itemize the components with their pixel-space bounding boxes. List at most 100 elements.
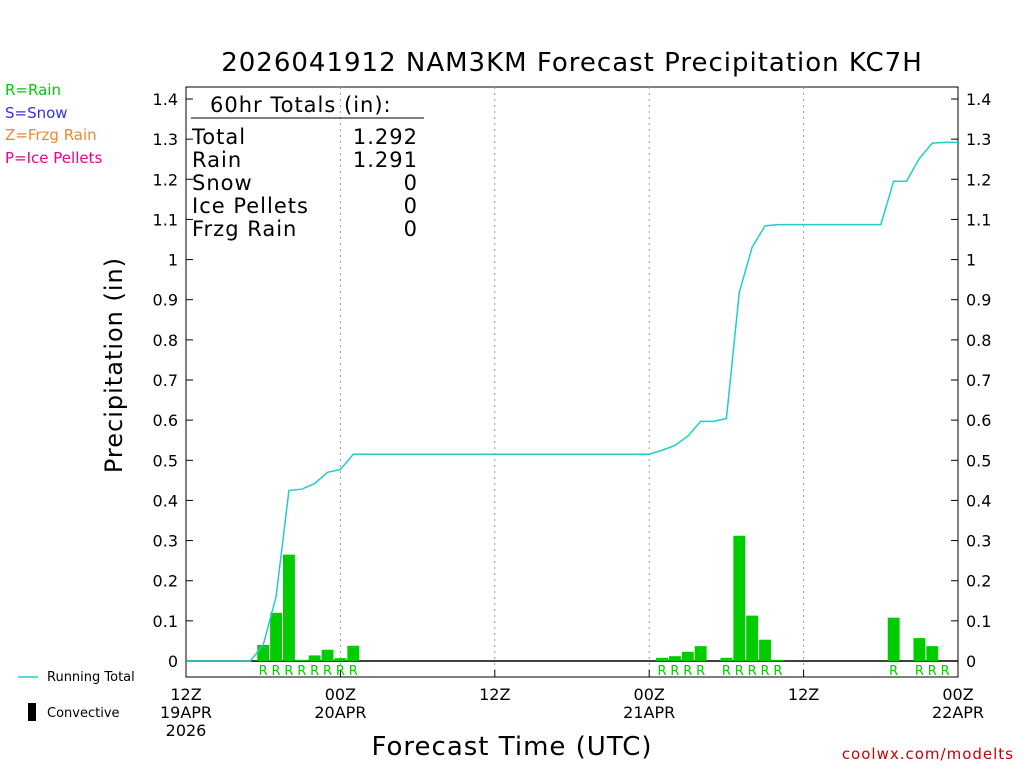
y-tick-label-left-10: 1 bbox=[168, 251, 178, 270]
totals-value-frzg-rain: 0 bbox=[403, 217, 418, 241]
y-tick-label-left-4: 0.4 bbox=[153, 491, 178, 510]
precip-bar-5 bbox=[321, 649, 334, 661]
y-tick-label-right-6: 0.6 bbox=[966, 411, 991, 430]
y-tick-label-right-0: 0 bbox=[966, 652, 976, 671]
y-tick-label-right-9: 0.9 bbox=[966, 291, 991, 310]
y-tick-label-left-1: 0.1 bbox=[153, 612, 178, 631]
y-tick-label-right-7: 0.7 bbox=[966, 371, 991, 390]
x-tick-label-3-0: 00Z bbox=[634, 685, 665, 704]
legend-snow: S=Snow bbox=[5, 104, 68, 122]
y-tick-label-right-10: 1 bbox=[966, 251, 976, 270]
legend-convective-swatch bbox=[28, 703, 36, 721]
type-label-2: R bbox=[284, 664, 293, 679]
type-label-12: R bbox=[696, 664, 705, 679]
type-label-17: R bbox=[760, 664, 769, 679]
precip-bar-11 bbox=[681, 651, 694, 661]
precip-bar-1 bbox=[270, 612, 282, 661]
type-label-14: R bbox=[722, 664, 731, 679]
x-tick-label-2-0: 12Z bbox=[479, 685, 510, 704]
precip-bar-22 bbox=[926, 646, 939, 661]
chart-title: 2026041912 NAM3KM Forecast Precipitation… bbox=[221, 48, 923, 78]
type-label-19: R bbox=[889, 664, 898, 679]
totals-value-total: 1.292 bbox=[352, 125, 418, 149]
x-tick-label-4-0: 12Z bbox=[788, 685, 819, 704]
precip-bar-14 bbox=[720, 657, 733, 661]
legend-frzg-rain: Z=Frzg Rain bbox=[5, 126, 97, 144]
precip-bar-6 bbox=[334, 658, 347, 661]
x-tick-label-5-1: 22APR bbox=[932, 703, 984, 722]
y-tick-label-left-2: 0.2 bbox=[153, 572, 178, 591]
type-label-16: R bbox=[748, 664, 757, 679]
type-label-10: R bbox=[670, 664, 679, 679]
y-tick-label-left-7: 0.7 bbox=[153, 371, 178, 390]
plot-frame bbox=[185, 86, 959, 678]
type-label-7: R bbox=[349, 664, 358, 679]
precip-bar-12 bbox=[694, 646, 707, 661]
totals-value-ice-pellets: 0 bbox=[403, 194, 418, 218]
y-tick-label-left-12: 1.2 bbox=[153, 170, 178, 189]
y-tick-label-left-11: 1.1 bbox=[153, 210, 178, 229]
legend-convective: Convective bbox=[47, 706, 120, 721]
type-label-9: R bbox=[658, 664, 667, 679]
x-tick-label-0-2: 2026 bbox=[166, 721, 207, 740]
y-tick-label-left-5: 0.5 bbox=[153, 451, 178, 470]
y-tick-label-left-0: 0 bbox=[168, 652, 178, 671]
precip-bar-15 bbox=[733, 535, 746, 661]
type-label-11: R bbox=[683, 664, 692, 679]
y-tick-label-left-13: 1.3 bbox=[153, 130, 178, 149]
totals-header: 60hr Totals (in): bbox=[210, 93, 392, 117]
precip-bar-10 bbox=[669, 656, 681, 661]
y-axis-label: Precipitation (in) bbox=[100, 256, 128, 474]
totals-value-snow: 0 bbox=[403, 171, 418, 195]
y-tick-label-right-5: 0.5 bbox=[966, 451, 991, 470]
type-label-6: R bbox=[336, 664, 345, 679]
x-tick-label-1-0: 00Z bbox=[325, 685, 356, 704]
totals-label-ice-pellets: Ice Pellets bbox=[192, 194, 309, 218]
totals-label-snow: Snow bbox=[192, 171, 253, 195]
y-tick-label-right-4: 0.4 bbox=[966, 491, 991, 510]
y-tick-label-left-9: 0.9 bbox=[153, 291, 178, 310]
totals-label-frzg-rain: Frzg Rain bbox=[192, 217, 298, 241]
precip-bar-3 bbox=[295, 659, 308, 661]
x-tick-label-5-0: 00Z bbox=[942, 685, 973, 704]
running-total-line bbox=[186, 141, 958, 662]
type-label-0: R bbox=[259, 664, 268, 679]
y-tick-label-right-13: 1.3 bbox=[966, 130, 991, 149]
totals-label-rain: Rain bbox=[192, 148, 243, 172]
precip-bar-9 bbox=[656, 657, 668, 661]
y-tick-label-left-3: 0.3 bbox=[153, 532, 178, 551]
y-tick-label-right-1: 0.1 bbox=[966, 612, 991, 631]
precip-bar-4 bbox=[308, 655, 321, 661]
precip-bar-16 bbox=[746, 615, 759, 661]
type-label-15: R bbox=[735, 664, 744, 679]
y-tick-label-right-14: 1.4 bbox=[966, 90, 991, 109]
y-tick-label-right-12: 1.2 bbox=[966, 170, 991, 189]
type-label-3: R bbox=[297, 664, 306, 679]
y-tick-label-left-8: 0.8 bbox=[153, 331, 178, 350]
credit-text: coolwx.com/modelts bbox=[841, 745, 1014, 763]
precip-bar-18 bbox=[771, 659, 784, 661]
y-tick-label-right-11: 1.1 bbox=[966, 210, 991, 229]
x-axis-label: Forecast Time (UTC) bbox=[371, 732, 653, 762]
y-tick-label-right-2: 0.2 bbox=[966, 572, 991, 591]
x-tick-label-3-1: 21APR bbox=[623, 703, 675, 722]
type-label-5: R bbox=[323, 664, 332, 679]
y-tick-label-right-8: 0.8 bbox=[966, 331, 991, 350]
y-tick-label-left-6: 0.6 bbox=[153, 411, 178, 430]
type-label-4: R bbox=[310, 664, 319, 679]
y-tick-label-right-3: 0.3 bbox=[966, 532, 991, 551]
x-tick-label-1-1: 20APR bbox=[314, 703, 366, 722]
precip-bar-0 bbox=[257, 644, 270, 661]
precip-bar-7 bbox=[347, 645, 360, 661]
y-tick-label-left-14: 1.4 bbox=[153, 90, 178, 109]
totals-label-total: Total bbox=[192, 125, 247, 149]
precip-bar-21 bbox=[913, 638, 926, 661]
totals-value-rain: 1.291 bbox=[352, 148, 418, 172]
x-tick-label-0-0: 12Z bbox=[170, 685, 201, 704]
x-tick-label-0-1: 19APR bbox=[160, 703, 212, 722]
legend-running-total: Running Total bbox=[47, 670, 135, 685]
precip-bar-19 bbox=[887, 617, 900, 661]
type-label-extra-0: R bbox=[941, 664, 950, 679]
